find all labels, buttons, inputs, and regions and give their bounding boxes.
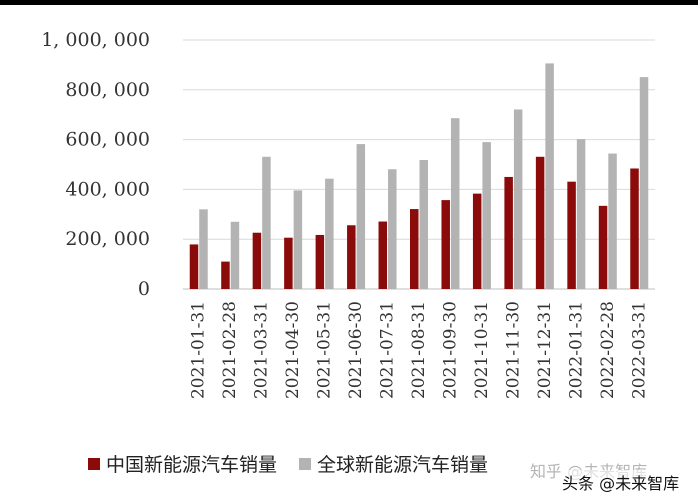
legend-label-global: 全球新能源汽车销量 [317,454,489,476]
x-tick-label: 2021-06-30 [346,301,366,399]
bar-china [221,261,230,289]
x-tick-label: 2021-09-30 [440,301,460,399]
bar-china [252,232,262,289]
bar-china [630,168,639,289]
bar-china [441,200,450,289]
bar-china [472,193,482,289]
x-tick-label: 2022-03-31 [629,301,649,399]
gridlines [183,39,655,290]
bar-global [482,142,491,289]
bar-china [315,234,325,289]
y-tick-label: 200, 000 [65,228,150,250]
bar-china [347,225,356,289]
bar-china [567,181,576,289]
bar-global [325,178,334,289]
x-tick-label: 2021-08-31 [409,301,429,399]
x-tick-label: 2021-11-30 [503,301,523,399]
y-tick-label: 600, 000 [65,129,150,151]
bar-global [199,209,208,289]
top-border [0,0,698,5]
bar-chart: 0 200, 000 400, 000 600, 000 800, 000 1, 000,… [41,29,655,399]
bar-global [262,156,271,289]
legend-swatch-global [299,457,312,470]
y-tick-label: 800, 000 [65,79,150,101]
y-tick-label: 1, 000, 000 [41,29,150,51]
bar-china [504,176,513,289]
legend-swatch-china [88,457,100,470]
bar-china [284,237,293,289]
watermark-toutiao: 头条 @未来智库 [560,470,682,494]
legend-label-china: 中国新能源汽车销量 [106,454,278,476]
bar-china [189,244,199,289]
legend: 中国新能源汽车销量 全球新能源汽车销量 [88,450,510,477]
x-tick-label: 2021-10-31 [472,301,492,399]
x-axis-ticks: 2021-01-31 2021-02-28 2021-03-31 2021-04-30… [189,301,650,399]
bar-china [378,221,388,289]
bar-global [450,118,460,289]
x-tick-label: 2021-03-31 [252,301,272,399]
x-tick-label: 2021-05-31 [315,301,335,399]
y-tick-label: 400, 000 [65,178,150,200]
bar-global [639,77,649,289]
bar-global [230,221,240,289]
bar-global [356,144,366,289]
bar-global [419,160,428,289]
x-tick-label: 2021-04-30 [283,301,303,399]
x-tick-label: 2021-07-31 [378,301,398,399]
bar-global [513,109,523,289]
x-tick-label: 2022-02-28 [598,301,618,399]
x-tick-label: 2021-01-31 [189,301,209,399]
x-tick-label: 2021-12-31 [535,301,555,399]
bar-global [388,169,397,289]
x-tick-label: 2022-01-31 [566,301,586,399]
y-tick-label: 0 [138,278,150,300]
legend-item-global: 全球新能源汽车销量 [299,450,488,477]
x-tick-label: 2021-02-28 [220,301,240,399]
bars [189,63,649,289]
legend-item-china: 中国新能源汽车销量 [88,450,277,477]
bar-global [545,63,554,289]
bar-china [535,156,545,289]
y-axis-ticks: 0 200, 000 400, 000 600, 000 800, 000 1, 000,… [41,29,150,300]
bar-china [598,205,608,289]
bar-global [576,139,586,289]
bar-global [293,190,303,289]
bar-global [608,153,617,289]
bar-china [410,209,419,289]
